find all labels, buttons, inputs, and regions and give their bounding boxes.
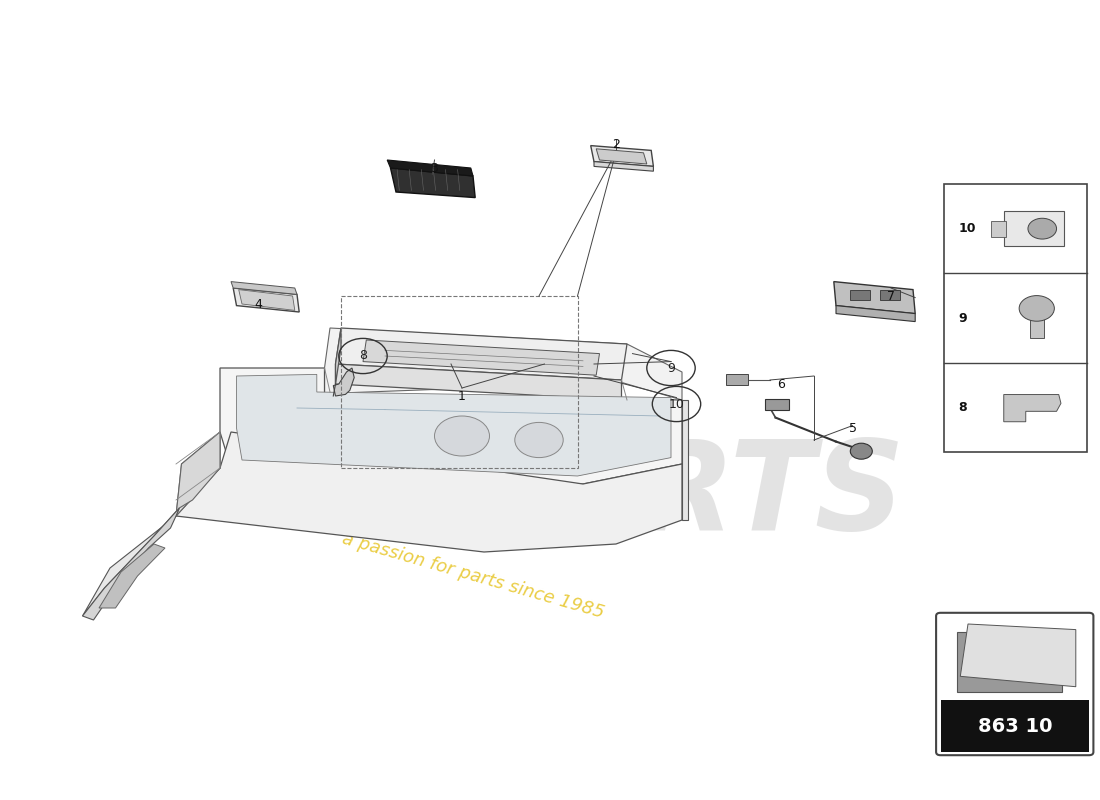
Text: PARTS: PARTS: [462, 435, 904, 557]
Polygon shape: [176, 432, 220, 516]
Circle shape: [1027, 218, 1056, 239]
Polygon shape: [594, 162, 653, 171]
Polygon shape: [591, 146, 653, 166]
Circle shape: [1019, 296, 1054, 322]
Polygon shape: [336, 364, 622, 400]
Polygon shape: [324, 328, 682, 400]
Polygon shape: [336, 328, 341, 384]
Polygon shape: [176, 432, 220, 516]
Polygon shape: [960, 624, 1076, 686]
Text: 9: 9: [667, 362, 675, 374]
Polygon shape: [82, 508, 179, 616]
Bar: [850, 290, 870, 300]
Polygon shape: [220, 368, 682, 484]
Bar: [1031, 313, 1045, 338]
Text: 1: 1: [458, 390, 466, 402]
Polygon shape: [834, 282, 915, 314]
Text: 2: 2: [612, 138, 620, 150]
Text: 10: 10: [669, 398, 684, 410]
Polygon shape: [231, 282, 297, 294]
Text: 3: 3: [430, 162, 439, 174]
Text: 10: 10: [958, 222, 976, 235]
Polygon shape: [1003, 394, 1060, 422]
Text: 7: 7: [887, 290, 895, 302]
Bar: [880, 290, 900, 300]
Polygon shape: [836, 306, 915, 322]
Bar: [726, 374, 748, 385]
Bar: [944, 184, 1087, 452]
Polygon shape: [233, 288, 299, 312]
Polygon shape: [99, 544, 165, 608]
Text: 6: 6: [777, 378, 785, 390]
Polygon shape: [390, 168, 475, 198]
FancyBboxPatch shape: [936, 613, 1093, 755]
Bar: [990, 221, 1005, 237]
Text: 4: 4: [254, 298, 263, 310]
Text: 8: 8: [958, 401, 967, 414]
Circle shape: [515, 422, 563, 458]
Text: 863 10: 863 10: [978, 717, 1052, 736]
Bar: [764, 399, 789, 410]
Circle shape: [434, 416, 490, 456]
Text: 9: 9: [958, 311, 967, 325]
Polygon shape: [363, 340, 600, 375]
Text: 5: 5: [848, 422, 857, 434]
Text: 8: 8: [359, 350, 367, 362]
Bar: [957, 632, 1062, 692]
Polygon shape: [682, 400, 688, 520]
Bar: [940, 700, 1089, 752]
Polygon shape: [236, 374, 671, 476]
Polygon shape: [336, 328, 627, 380]
Bar: [1003, 211, 1065, 246]
Polygon shape: [176, 432, 682, 552]
Polygon shape: [333, 368, 354, 396]
Circle shape: [850, 443, 872, 459]
Text: a passion for parts since 1985: a passion for parts since 1985: [340, 530, 606, 622]
Polygon shape: [82, 508, 179, 620]
Polygon shape: [239, 290, 295, 310]
Bar: [341, 296, 578, 468]
Polygon shape: [387, 160, 473, 176]
Text: euro: euro: [242, 371, 563, 493]
Polygon shape: [596, 149, 647, 164]
